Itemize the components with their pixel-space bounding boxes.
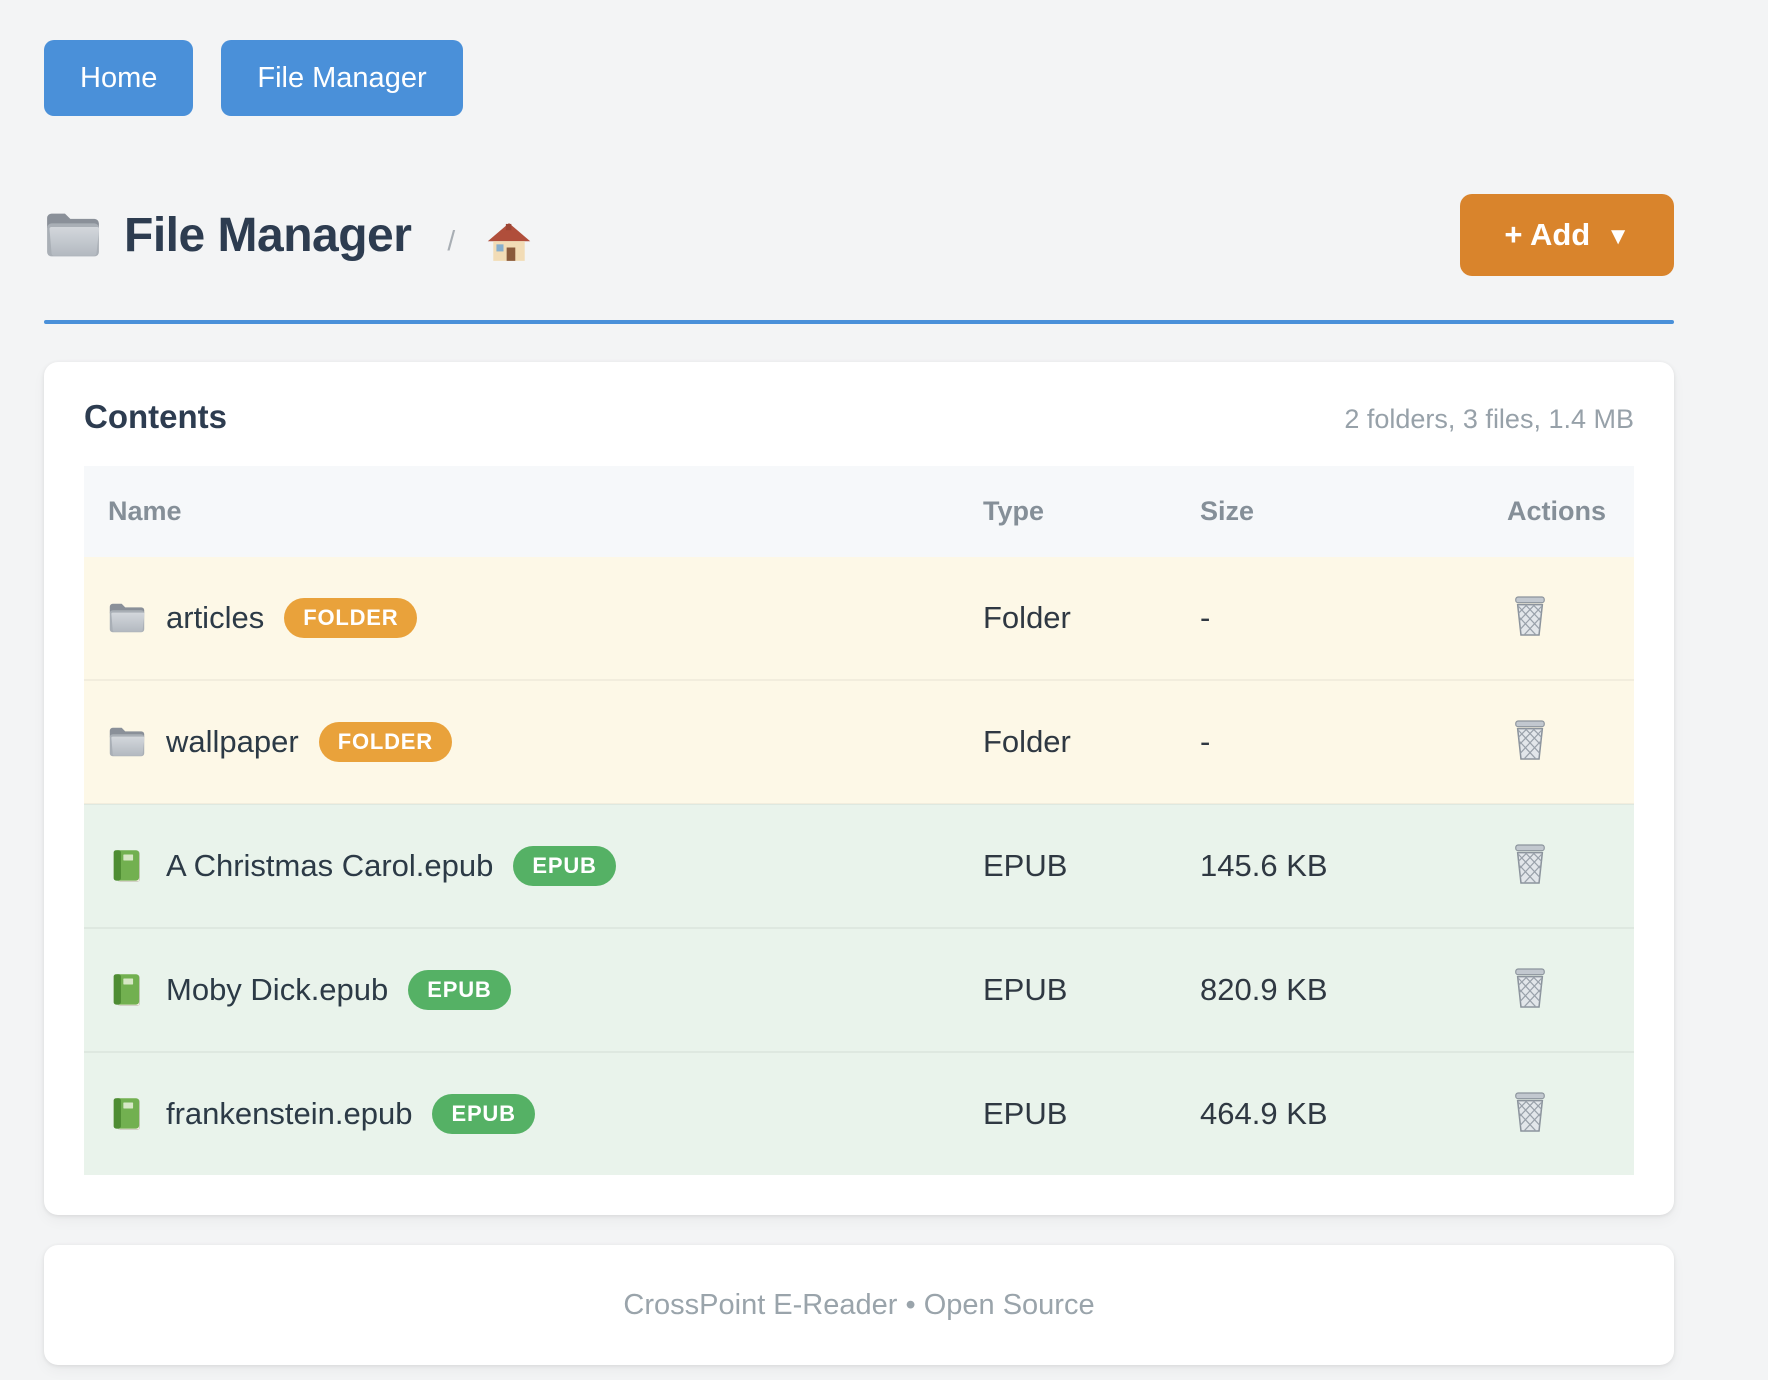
contents-title: Contents xyxy=(84,398,227,435)
type-badge: FOLDER xyxy=(318,722,452,762)
contents-header: Contents 2 folders, 3 files, 1.4 MB xyxy=(84,398,1634,436)
home-nav-button[interactable]: Home xyxy=(44,40,194,116)
table-row[interactable]: A Christmas Carol.epub EPUB EPUB 145.6 K… xyxy=(84,804,1634,928)
type-badge: FOLDER xyxy=(284,598,418,638)
file-name[interactable]: articles xyxy=(166,600,265,635)
table-body: articles FOLDER Folder - wallpaper FOLDE… xyxy=(84,557,1634,1175)
file-type: EPUB xyxy=(983,848,1068,883)
folder-icon xyxy=(47,213,100,257)
delete-button[interactable] xyxy=(1507,963,1553,1013)
file-type: Folder xyxy=(983,724,1071,759)
file-table: Name Type Size Actions articles FOLDER F… xyxy=(84,466,1634,1175)
file-size: - xyxy=(1200,600,1211,635)
breadcrumb-separator: / xyxy=(447,224,456,256)
page-header: File Manager / + Add ▼ xyxy=(44,194,1674,276)
table-header-row: Name Type Size Actions xyxy=(84,466,1634,557)
page-title: File Manager xyxy=(124,208,412,262)
file-name[interactable]: A Christmas Carol.epub xyxy=(166,848,494,883)
table-row[interactable]: Moby Dick.epub EPUB EPUB 820.9 KB xyxy=(84,928,1634,1052)
column-header-size: Size xyxy=(1200,466,1479,557)
home-icon[interactable] xyxy=(487,221,531,263)
table-row[interactable]: articles FOLDER Folder - xyxy=(84,557,1634,680)
type-badge: EPUB xyxy=(513,846,616,886)
table-row[interactable]: wallpaper FOLDER Folder - xyxy=(84,680,1634,804)
book-icon xyxy=(113,1098,140,1130)
folder-icon xyxy=(109,603,145,633)
file-name[interactable]: wallpaper xyxy=(166,724,299,759)
delete-button[interactable] xyxy=(1507,1087,1553,1137)
title-divider xyxy=(44,320,1674,324)
trash-icon xyxy=(1511,843,1549,885)
breadcrumb: File Manager / xyxy=(44,208,1460,263)
trash-icon xyxy=(1511,967,1549,1009)
book-icon xyxy=(113,850,140,882)
file-name[interactable]: frankenstein.epub xyxy=(166,1096,413,1131)
contents-panel: Contents 2 folders, 3 files, 1.4 MB Name… xyxy=(44,362,1674,1215)
top-nav: Home File Manager xyxy=(44,40,1674,116)
file-size: 820.9 KB xyxy=(1200,972,1328,1007)
column-header-actions: Actions xyxy=(1479,466,1634,557)
trash-icon xyxy=(1511,719,1549,761)
file-name[interactable]: Moby Dick.epub xyxy=(166,972,389,1007)
add-button-label: + Add xyxy=(1504,217,1591,252)
file-type: Folder xyxy=(983,600,1071,635)
contents-summary: 2 folders, 3 files, 1.4 MB xyxy=(1344,404,1634,434)
file-manager-nav-button[interactable]: File Manager xyxy=(221,40,463,116)
folder-icon xyxy=(109,727,145,757)
footer: CrossPoint E-Reader • Open Source xyxy=(44,1245,1674,1365)
trash-icon xyxy=(1511,595,1549,637)
delete-button[interactable] xyxy=(1507,715,1553,765)
file-size: 464.9 KB xyxy=(1200,1096,1328,1131)
column-header-name: Name xyxy=(84,466,983,557)
trash-icon xyxy=(1511,1091,1549,1133)
book-icon xyxy=(113,974,140,1006)
file-type: EPUB xyxy=(983,972,1068,1007)
file-size: 145.6 KB xyxy=(1200,848,1328,883)
column-header-type: Type xyxy=(983,466,1200,557)
chevron-down-icon: ▼ xyxy=(1606,223,1630,250)
type-badge: EPUB xyxy=(408,970,511,1010)
delete-button[interactable] xyxy=(1507,591,1553,641)
file-type: EPUB xyxy=(983,1096,1068,1131)
page: Home File Manager File Manager / + Add ▼… xyxy=(44,0,1674,1365)
footer-text: CrossPoint E-Reader • Open Source xyxy=(623,1288,1095,1321)
table-row[interactable]: frankenstein.epub EPUB EPUB 464.9 KB xyxy=(84,1052,1634,1175)
add-button[interactable]: + Add ▼ xyxy=(1460,194,1674,276)
delete-button[interactable] xyxy=(1507,839,1553,889)
file-size: - xyxy=(1200,724,1211,759)
type-badge: EPUB xyxy=(432,1094,535,1134)
